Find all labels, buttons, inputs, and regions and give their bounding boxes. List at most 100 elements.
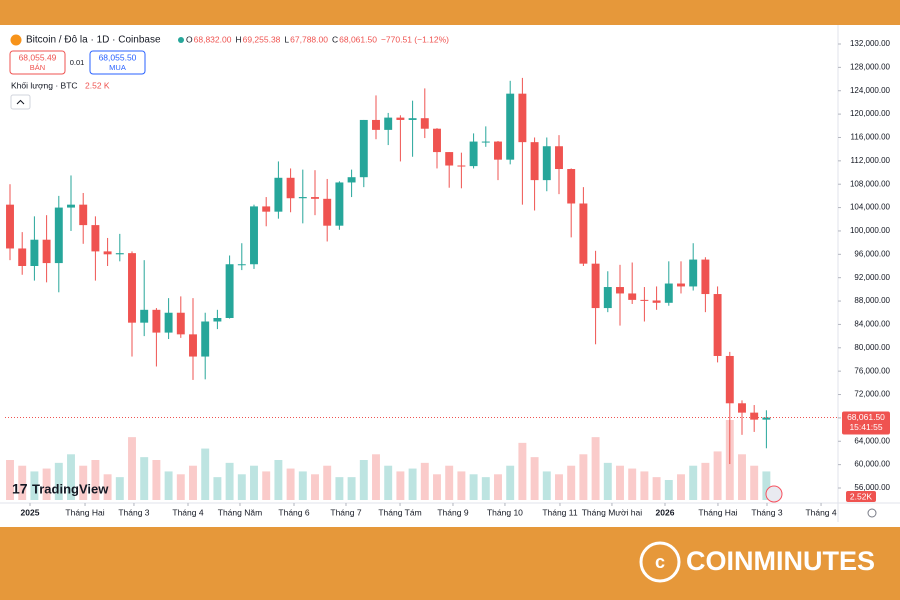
- chevron: [16, 99, 25, 105]
- ohlc-value: 67,788.00: [290, 34, 328, 44]
- candle-body: [189, 334, 197, 357]
- y-tick-label: 80,000.00: [854, 343, 890, 352]
- volume-bar: [542, 471, 551, 500]
- settings-icon[interactable]: [867, 508, 877, 518]
- candle-body: [103, 251, 112, 255]
- y-tick-label: 100,000.00: [850, 226, 891, 235]
- candle-body: [286, 177, 295, 199]
- candle-body: [481, 141, 490, 143]
- y-tick-label: 120,000.00: [850, 109, 891, 118]
- candle-body: [555, 146, 563, 170]
- volume-bar: [286, 468, 295, 500]
- volume-bar: [359, 460, 368, 500]
- ohlc-label: C: [332, 34, 338, 44]
- x-tick-label: Tháng 7: [330, 507, 361, 517]
- volume-bar: [274, 460, 283, 500]
- candle-body: [408, 118, 417, 120]
- volume-bar: [494, 474, 502, 500]
- volume-bar: [201, 448, 210, 500]
- candle-body: [347, 177, 356, 183]
- x-tick-label: Tháng Năm: [218, 507, 262, 517]
- candle-body: [274, 177, 283, 212]
- candle-body: [164, 312, 173, 333]
- sell-price: 68,055.49: [19, 52, 57, 62]
- y-tick-label: 92,000.00: [854, 273, 890, 282]
- candle-body: [420, 118, 429, 129]
- tv-logo-mark: 17: [12, 481, 28, 497]
- candle-body: [6, 204, 14, 249]
- candle-body: [79, 204, 88, 226]
- ohlc-header: O 68,832.00 H 69,255.38 L 67,788.00 C 68,061.50…: [186, 34, 449, 44]
- candle-body: [91, 225, 100, 252]
- status-dot: [178, 37, 184, 43]
- volume-bar: [262, 471, 271, 500]
- candle-body: [176, 312, 185, 335]
- buy-button[interactable]: [89, 50, 146, 75]
- candle-body: [384, 117, 393, 130]
- volume-bar: [481, 477, 490, 500]
- volume-bar: [79, 465, 88, 500]
- candle-body: [591, 263, 600, 309]
- volume-bar: [396, 471, 405, 500]
- candle-body: [201, 321, 210, 357]
- y-tick-label: 96,000.00: [854, 249, 890, 258]
- candle-body: [67, 204, 75, 208]
- top-band: [0, 0, 900, 25]
- site-logo-c: c: [655, 552, 665, 572]
- volume-bar: [189, 465, 197, 500]
- candle-body: [762, 417, 771, 420]
- candle-body: [237, 264, 246, 266]
- candle-body: [152, 309, 161, 333]
- volume-bar: [713, 451, 722, 500]
- volume-bar: [506, 465, 515, 500]
- candle-body: [725, 355, 734, 404]
- volume-bar: [54, 462, 63, 500]
- candle-body: [225, 264, 234, 318]
- collapse-button[interactable]: [10, 94, 31, 110]
- volume-bar: [6, 460, 14, 500]
- x-tick-label: Tháng 3: [118, 507, 149, 517]
- volume-bar: [128, 437, 136, 500]
- y-tick-label: 128,000.00: [850, 62, 891, 71]
- volume-value: 2.52 K: [85, 80, 110, 90]
- candle-body: [677, 283, 685, 287]
- volume-bar: [664, 480, 673, 500]
- y-tick-label: 60,000.00: [854, 460, 890, 469]
- candle-body: [433, 128, 441, 153]
- x-tick-label: Tháng Hai: [698, 507, 737, 517]
- volume-bar: [140, 457, 149, 500]
- x-tick-label: Tháng Tám: [378, 507, 421, 517]
- volume-bar: [640, 471, 649, 500]
- candle-body: [445, 152, 454, 166]
- ohlc-label: H: [235, 34, 241, 44]
- x-tick-label: Tháng 9: [437, 507, 468, 517]
- volume-bar: [335, 477, 344, 500]
- candle-body: [140, 309, 149, 323]
- candle-body: [18, 248, 27, 266]
- candle-body: [603, 287, 612, 309]
- volume-bar: [250, 465, 258, 500]
- volume-bar: [30, 471, 39, 500]
- title: Bitcoin / Đô la · 1D · Coinbase: [26, 35, 161, 46]
- candle-body: [335, 182, 344, 226]
- volume-bar: [420, 462, 429, 500]
- chart-bg: [0, 25, 900, 527]
- x-tick-label: Tháng 10: [487, 507, 523, 517]
- sell-button[interactable]: [9, 50, 66, 75]
- volume-bar: [91, 460, 100, 500]
- btc-icon: [10, 34, 22, 46]
- candle-body: [396, 117, 405, 120]
- y-tick-label: 108,000.00: [850, 179, 891, 188]
- y-tick-label: 64,000.00: [854, 436, 890, 445]
- volume-bar: [677, 474, 685, 500]
- candle-body: [652, 300, 661, 303]
- volume-bar: [237, 474, 246, 500]
- y-tick-label: 56,000.00: [854, 483, 890, 492]
- volume-bar: [176, 474, 185, 500]
- x-tick-label: Tháng 6: [278, 507, 309, 517]
- volume-bar: [164, 471, 173, 500]
- candle-body: [506, 93, 515, 160]
- y-tick-label: 116,000.00: [851, 133, 891, 142]
- volume-bar: [457, 471, 466, 500]
